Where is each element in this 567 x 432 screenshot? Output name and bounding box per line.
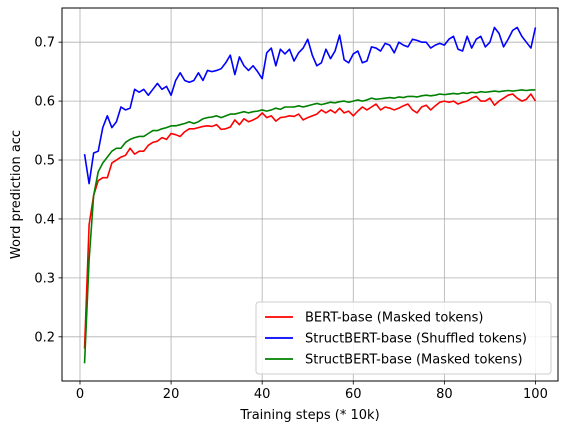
series-line-2 — [83, 26, 537, 185]
x-tick-label: 100 — [523, 387, 548, 402]
legend: BERT-base (Masked tokens) StructBERT-base… — [255, 301, 552, 375]
series-line-1 — [83, 93, 537, 349]
x-tick-label: 80 — [436, 387, 453, 402]
series-line-3 — [83, 89, 536, 364]
x-axis-label: Training steps (* 10k) — [239, 408, 379, 423]
plot-frame — [61, 7, 559, 382]
axis-ticks: 0 20 40 60 80 100 0.2 0.3 0.4 0.5 0.6 0.7 — [34, 36, 548, 402]
x-tick-label: 60 — [345, 387, 362, 402]
y-tick-label: 0.7 — [34, 36, 55, 51]
y-tick-label: 0.3 — [34, 271, 55, 286]
y-axis-label: Word prediction acc — [9, 130, 24, 259]
y-tick-label: 0.4 — [34, 212, 55, 227]
legend-label: StructBERT-base (Masked tokens) — [305, 353, 523, 368]
legend-label: StructBERT-base (Shuffled tokens) — [305, 332, 527, 347]
y-tick-label: 0.5 — [34, 154, 55, 169]
x-tick-label: 0 — [76, 387, 84, 402]
series-lines — [83, 26, 537, 364]
legend-label: BERT-base (Masked tokens) — [305, 311, 483, 326]
y-tick-label: 0.6 — [34, 95, 55, 110]
x-tick-label: 40 — [254, 387, 271, 402]
x-tick-label: 20 — [163, 387, 180, 402]
grid-lines — [62, 8, 558, 381]
legend-box — [255, 301, 552, 375]
y-tick-label: 0.2 — [34, 330, 55, 345]
